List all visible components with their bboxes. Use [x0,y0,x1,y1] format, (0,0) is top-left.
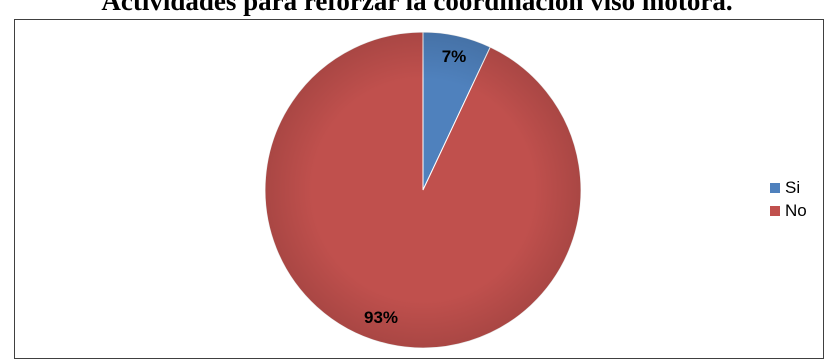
chart-title: Actividades para reforzar la coordinació… [101,0,733,16]
legend-swatch-no [770,205,780,216]
pie-shading [265,32,581,348]
data-label-no: 93% [364,308,398,327]
legend-label-no: No [785,200,807,220]
legend-label-si: Si [785,177,801,197]
legend-item-si: Si [770,176,807,199]
legend-item-no: No [770,199,807,222]
data-label-si: 7% [442,47,467,66]
legend: Si No [770,176,807,222]
legend-swatch-si [770,182,780,193]
